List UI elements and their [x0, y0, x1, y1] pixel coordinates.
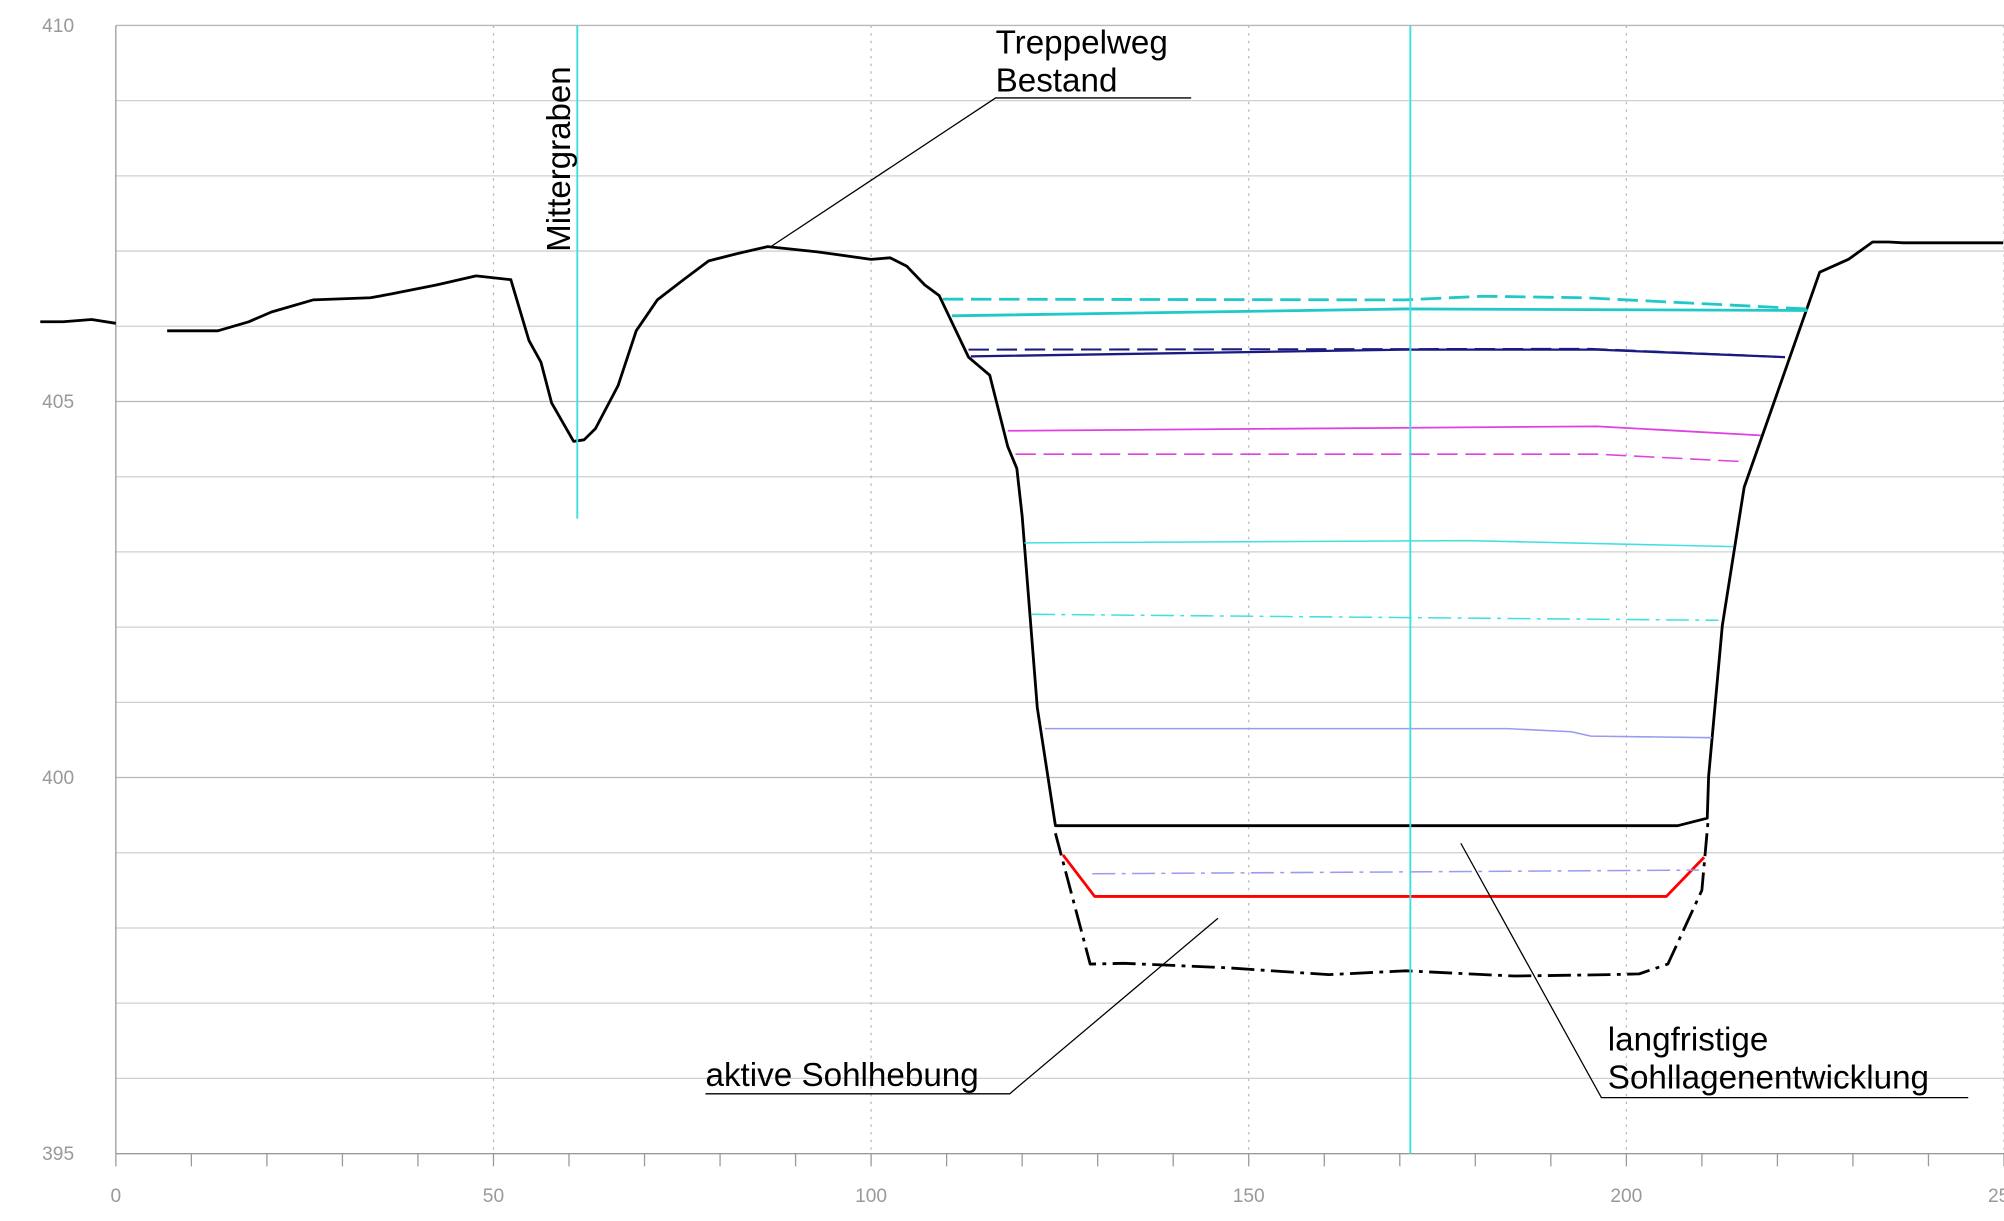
annotation: langfristige: [1608, 1022, 1769, 1059]
leader-line: [1460, 842, 1969, 1099]
x-tick-label: 250: [1988, 1186, 2004, 1207]
annotation: Treppelweg: [996, 24, 1168, 61]
profile-line: [1061, 854, 1706, 898]
profile-line: [1007, 425, 1761, 437]
profile-line: [1054, 821, 1710, 978]
leader-line: [770, 97, 1192, 248]
profile-line: [951, 307, 1808, 318]
profile-line: [1015, 453, 1745, 463]
x-tick-label: 150: [1233, 1186, 1265, 1207]
annotation: Mittergraben: [541, 66, 578, 252]
profile-line: [968, 347, 1785, 359]
profile-line: [942, 294, 1808, 311]
annotation: Sohllagenentwicklung: [1608, 1060, 1929, 1097]
leader-line: [705, 917, 1219, 1095]
y-tick-label: 410: [42, 16, 74, 37]
annotation: Bestand: [996, 63, 1118, 100]
y-tick-label: 395: [42, 1144, 74, 1165]
x-tick-label: 50: [483, 1186, 504, 1207]
profile-line: [1032, 613, 1719, 622]
profile-line: [970, 348, 1785, 359]
profile-line: [40, 240, 2004, 828]
profile-line: [1092, 869, 1699, 875]
profile-line: [1024, 539, 1734, 548]
x-tick-label: 100: [855, 1186, 887, 1207]
y-tick-label: 400: [42, 768, 74, 789]
x-tick-label: 200: [1610, 1186, 1642, 1207]
x-tick-label: 0: [111, 1186, 122, 1207]
profile-line: [1044, 727, 1712, 739]
annotation: aktive Sohlhebung: [705, 1057, 978, 1094]
y-tick-label: 405: [42, 392, 74, 413]
